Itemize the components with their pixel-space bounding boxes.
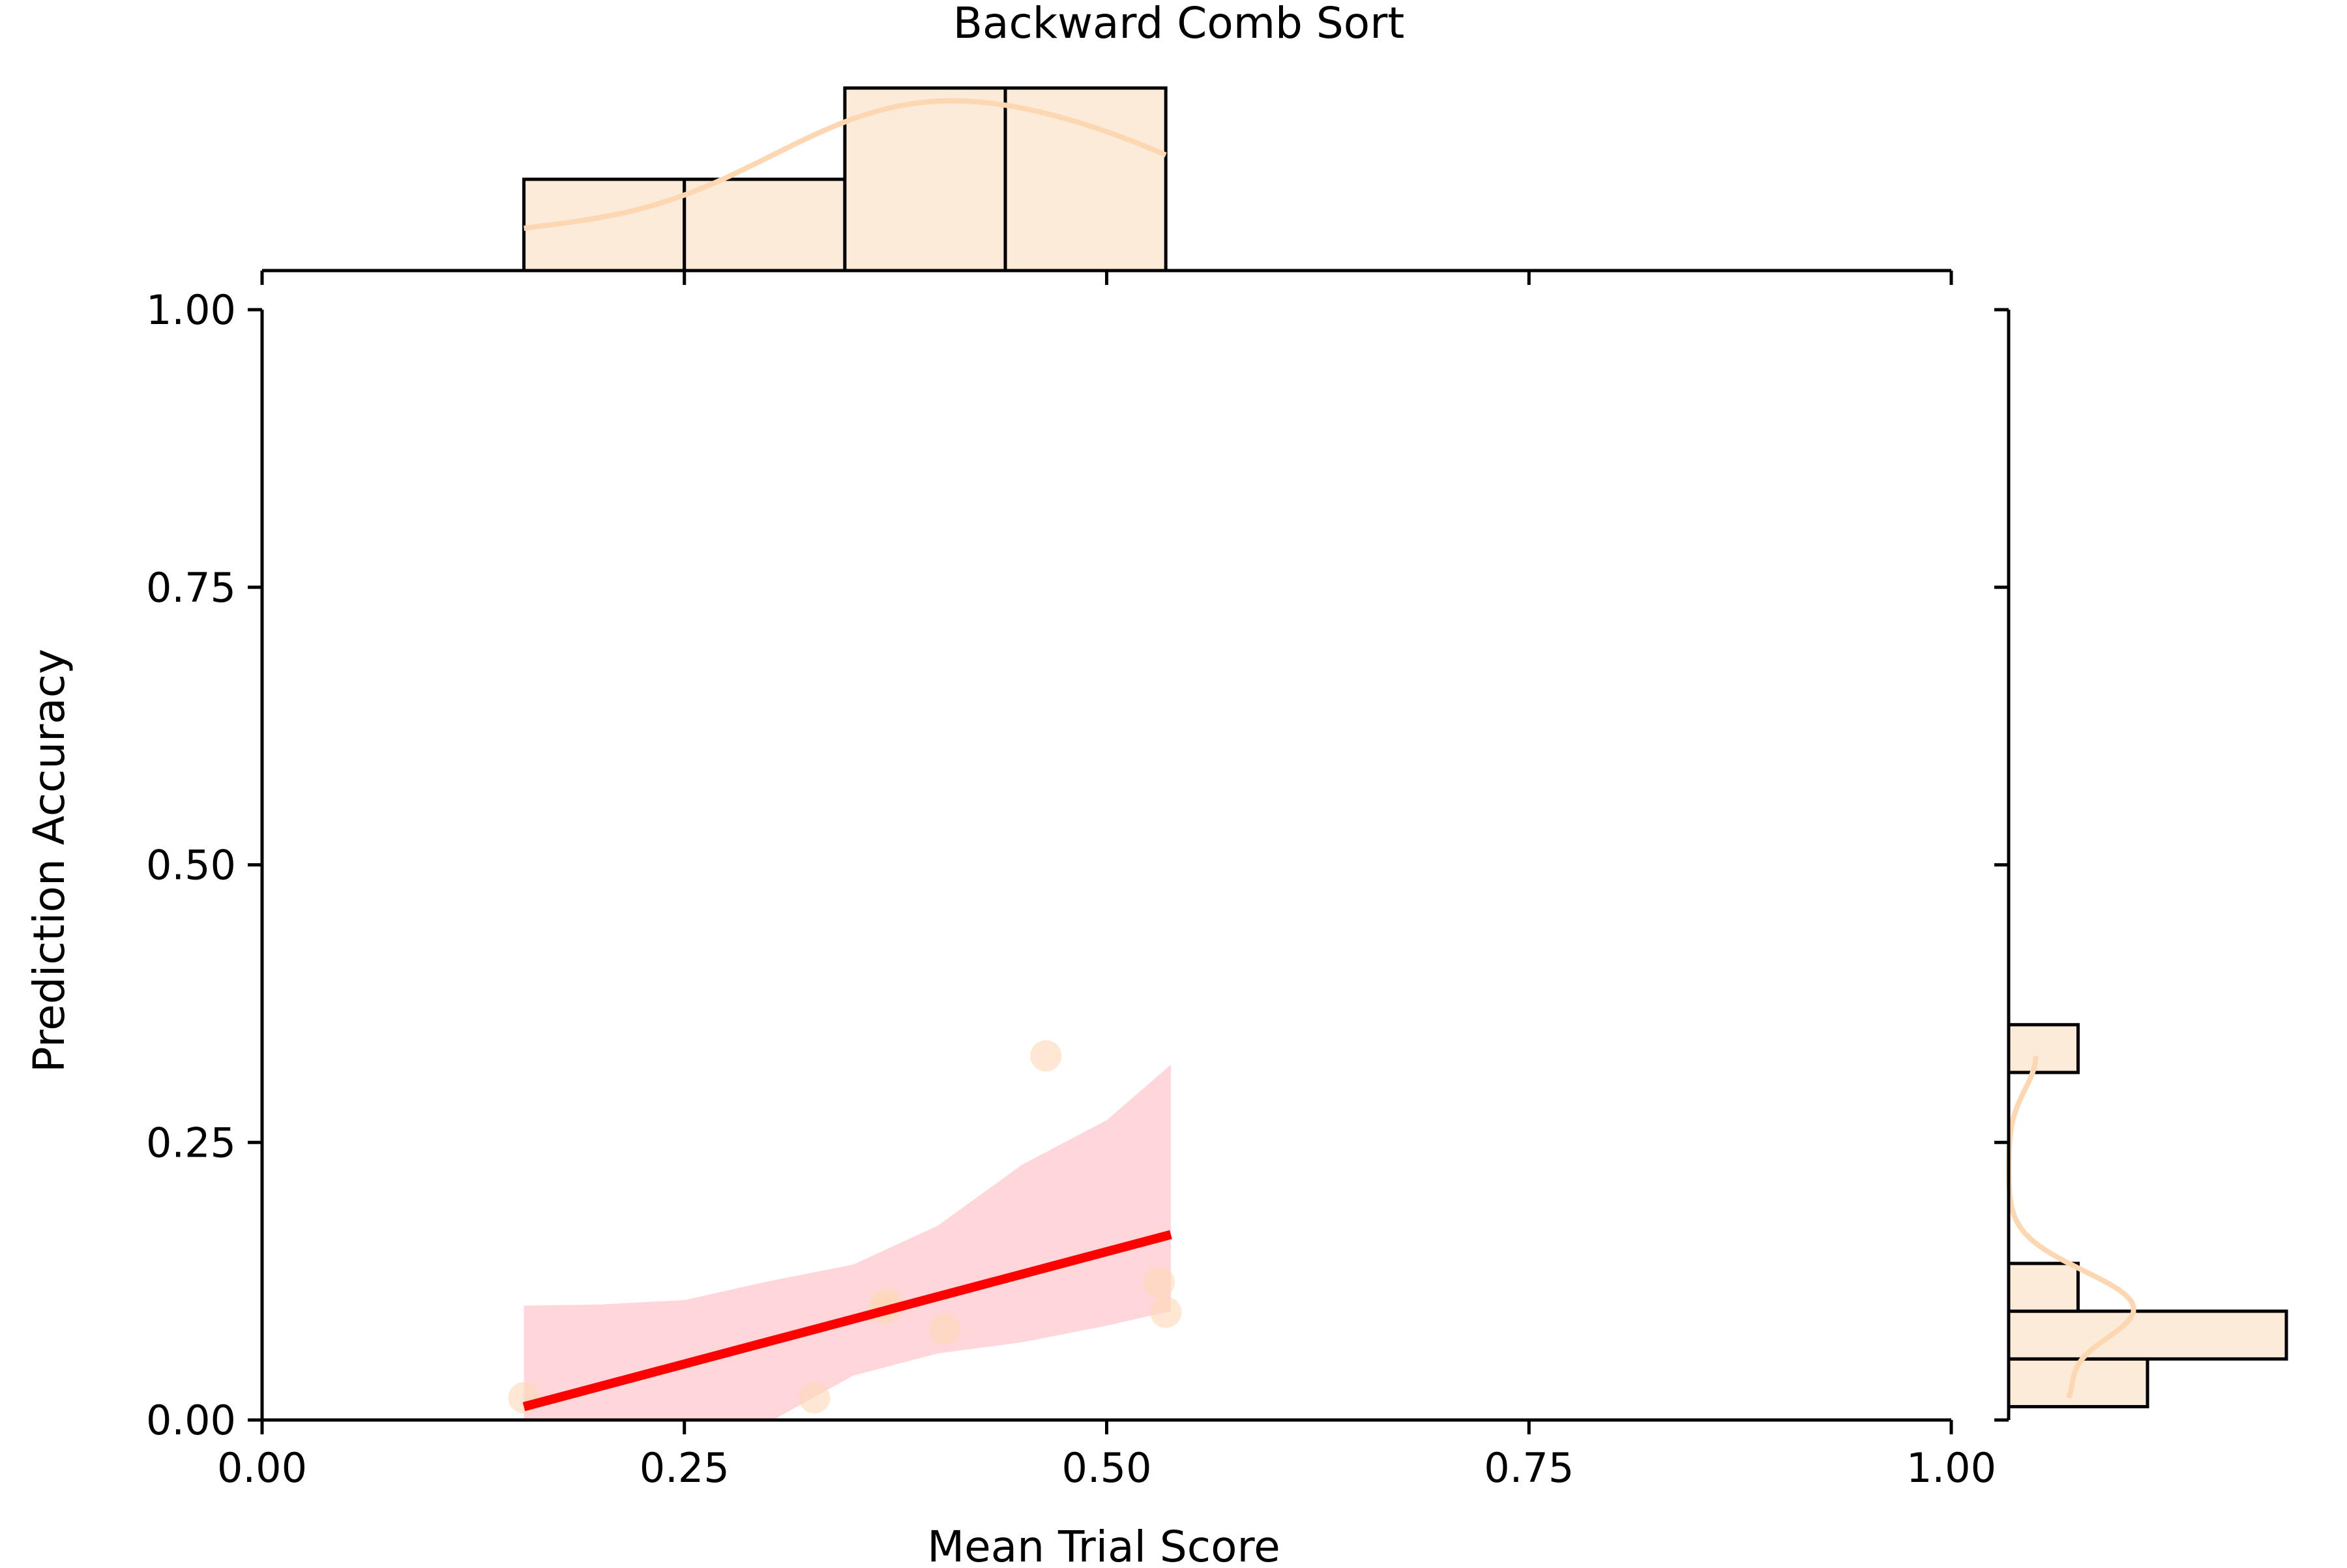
scatter-point <box>799 1382 831 1413</box>
ticks-layer: 0.000.00 0.25 0.25 0.50 0.50 0.75 0.75 1.00 1.00 <box>146 271 2009 1492</box>
top-kde-curve <box>524 98 1167 231</box>
right-hist-bar <box>2007 1023 2080 1074</box>
x-tick-label: 0.75 <box>1484 1444 1574 1492</box>
scatter-point <box>508 1382 540 1413</box>
scatter-point <box>1150 1296 1182 1328</box>
right-marginal-histogram <box>2006 1023 2288 1409</box>
y-tick-label: 0.50 <box>146 842 236 889</box>
scatter-point <box>1030 1040 1062 1072</box>
y-tick-label: 0.00 <box>146 1397 236 1444</box>
confidence-band-layer <box>524 1065 1171 1420</box>
top-marginal-histogram <box>522 86 1168 273</box>
y-tick-label: 0.75 <box>146 564 236 612</box>
scatter-point <box>1143 1266 1175 1298</box>
top-hist-bar <box>1003 86 1168 273</box>
scatter-point <box>928 1313 960 1345</box>
x-axis-label: Mean Trial Score <box>927 1522 1280 1565</box>
regression-line <box>522 1230 1172 1412</box>
right-kde-curve <box>2006 1056 2136 1399</box>
x-tick-label: 0.25 <box>640 1444 730 1492</box>
right-hist-bar <box>2007 1309 2288 1361</box>
x-tick-label: 1.00 <box>1906 1444 1996 1492</box>
confidence-band <box>524 1065 1171 1420</box>
right-hist-bar <box>2007 1357 2149 1409</box>
y-tick-label: 1.00 <box>146 286 236 334</box>
regression-line-layer <box>522 1230 1172 1412</box>
y-axis-label: Prediction Accuracy <box>24 649 74 1072</box>
y-tick-label: 0.25 <box>146 1119 236 1166</box>
chart-title: Backward Comb Sort <box>953 0 1404 48</box>
x-tick-label: 0.00 <box>217 1444 307 1492</box>
top-hist-bar <box>683 177 847 273</box>
x-tick-label: 0.50 <box>1061 1444 1151 1492</box>
right-hist-bar <box>2007 1262 2080 1313</box>
